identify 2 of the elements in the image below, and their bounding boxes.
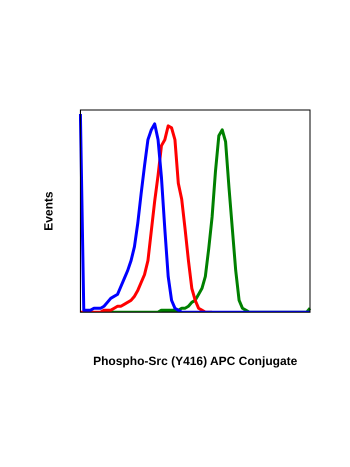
y-axis-title: Events	[42, 191, 56, 231]
x-axis-title: Phospho-Src (Y416) APC Conjugate	[93, 354, 298, 368]
